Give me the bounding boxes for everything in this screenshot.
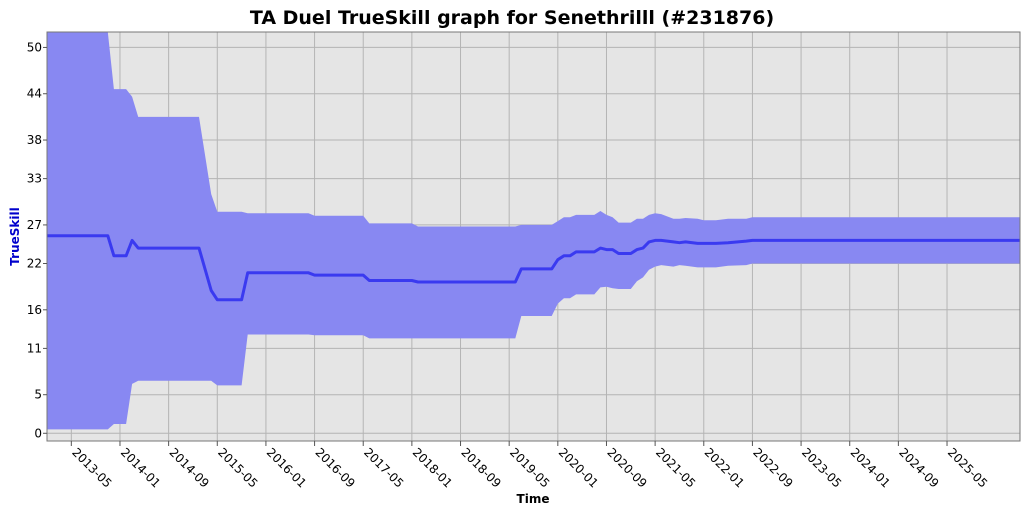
x-tick-label: 2025-05 <box>945 445 990 490</box>
x-tick-label: 2021-05 <box>653 445 698 490</box>
x-tick-label: 2024-09 <box>896 445 941 490</box>
x-tick-label: 2016-01 <box>264 445 309 490</box>
y-tick-label: 50 <box>27 40 42 54</box>
x-tick-label: 2020-01 <box>556 445 601 490</box>
x-tick-label: 2017-05 <box>361 445 406 490</box>
y-tick-label: 0 <box>34 426 42 440</box>
uncertainty-band <box>47 32 1020 430</box>
x-tick-label: 2024-01 <box>848 445 893 490</box>
y-tick-label: 5 <box>34 388 42 402</box>
y-tick-label: 27 <box>27 218 42 232</box>
x-tick-label: 2019-05 <box>507 445 552 490</box>
y-tick-label: 33 <box>27 172 42 186</box>
plot-frame <box>46 31 1021 442</box>
y-tick-label: 22 <box>27 257 42 271</box>
y-tick-label: 16 <box>27 303 42 317</box>
x-tick-label: 2018-09 <box>458 445 503 490</box>
trueskill-line <box>47 234 1020 302</box>
x-tick-label: 2013-05 <box>69 445 114 490</box>
x-axis-label: Time <box>517 492 550 506</box>
x-tick-label: 2020-09 <box>604 445 649 490</box>
x-tick-label: 2016-09 <box>312 445 357 490</box>
y-tick-label: 44 <box>27 87 42 101</box>
x-tick-label: 2022-01 <box>702 445 747 490</box>
chart-title: TA Duel TrueSkill graph for Senethrilll … <box>250 7 774 29</box>
x-tick-label: 2022-09 <box>750 445 795 490</box>
x-tick-label: 2014-01 <box>118 445 163 490</box>
y-axis-ticks: 0 5 11 16 22 27 33 38 44 50 <box>27 40 47 440</box>
y-axis-label: TrueSkill <box>8 207 22 265</box>
x-tick-label: 2018-01 <box>410 445 455 490</box>
y-tick-label: 11 <box>27 341 42 355</box>
x-tick-label: 2014-09 <box>167 445 212 490</box>
x-tick-label: 2023-05 <box>799 445 844 490</box>
y-tick-label: 38 <box>27 133 42 147</box>
x-axis-ticks: 2013-05 2014-01 2014-09 2015-05 2016-01 2016-… <box>69 441 990 491</box>
x-tick-label: 2015-05 <box>215 445 260 490</box>
